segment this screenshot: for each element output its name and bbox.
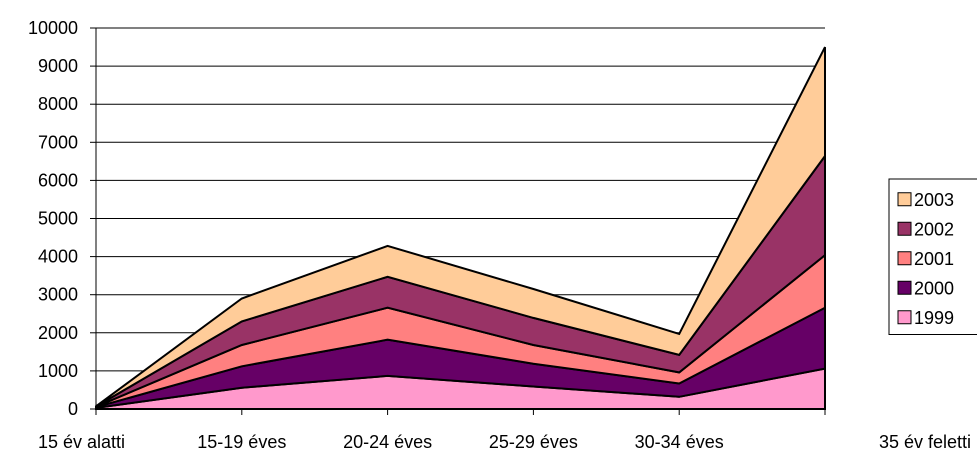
- y-tick-label: 1000: [38, 361, 78, 381]
- legend-label-1999: 1999: [914, 308, 954, 328]
- legend-swatch-1999: [897, 310, 912, 325]
- y-tick-label: 7000: [38, 132, 78, 152]
- x-tick-label: 30-34 éves: [635, 432, 724, 452]
- legend-label-2003: 2003: [914, 190, 954, 210]
- y-tick-label: 2000: [38, 323, 78, 343]
- x-tick-label: 15 év alatti: [38, 432, 125, 452]
- area-series-2003: [95, 46, 826, 409]
- y-tick-label: 8000: [38, 94, 78, 114]
- y-tick-label: 5000: [38, 209, 78, 229]
- legend-label-2001: 2001: [914, 249, 954, 269]
- legend-swatch-2001: [897, 251, 912, 266]
- y-tick-label: 6000: [38, 170, 78, 190]
- y-tick-labels: 0 1000 2000 3000 4000 5000 6000 7000 8000 9000 100…: [28, 18, 78, 419]
- legend: 2003 2002 2001 2000 1999: [888, 178, 977, 335]
- x-tick-label: 25-29 éves: [489, 432, 578, 452]
- x-tick-label: 20-24 éves: [343, 432, 432, 452]
- y-tick-label: 9000: [38, 56, 78, 76]
- area-series: [95, 46, 826, 410]
- y-tick-label: 3000: [38, 285, 78, 305]
- legend-label-2000: 2000: [914, 278, 954, 298]
- legend-swatch-2003: [897, 192, 912, 207]
- legend-swatch-2000: [897, 280, 912, 295]
- x-tick-label: 35 év feletti: [879, 432, 971, 452]
- legend-label-2002: 2002: [914, 219, 954, 239]
- legend-swatch-2002: [897, 221, 912, 236]
- y-tick-label: 0: [68, 399, 78, 419]
- x-tick-label: 15-19 éves: [197, 432, 286, 452]
- y-tick-label: 10000: [28, 18, 78, 38]
- x-tick-labels: 15 év alatti 15-19 éves 20-24 éves 25-29 év…: [38, 432, 971, 452]
- axes: [90, 27, 826, 415]
- y-tick-label: 4000: [38, 247, 78, 267]
